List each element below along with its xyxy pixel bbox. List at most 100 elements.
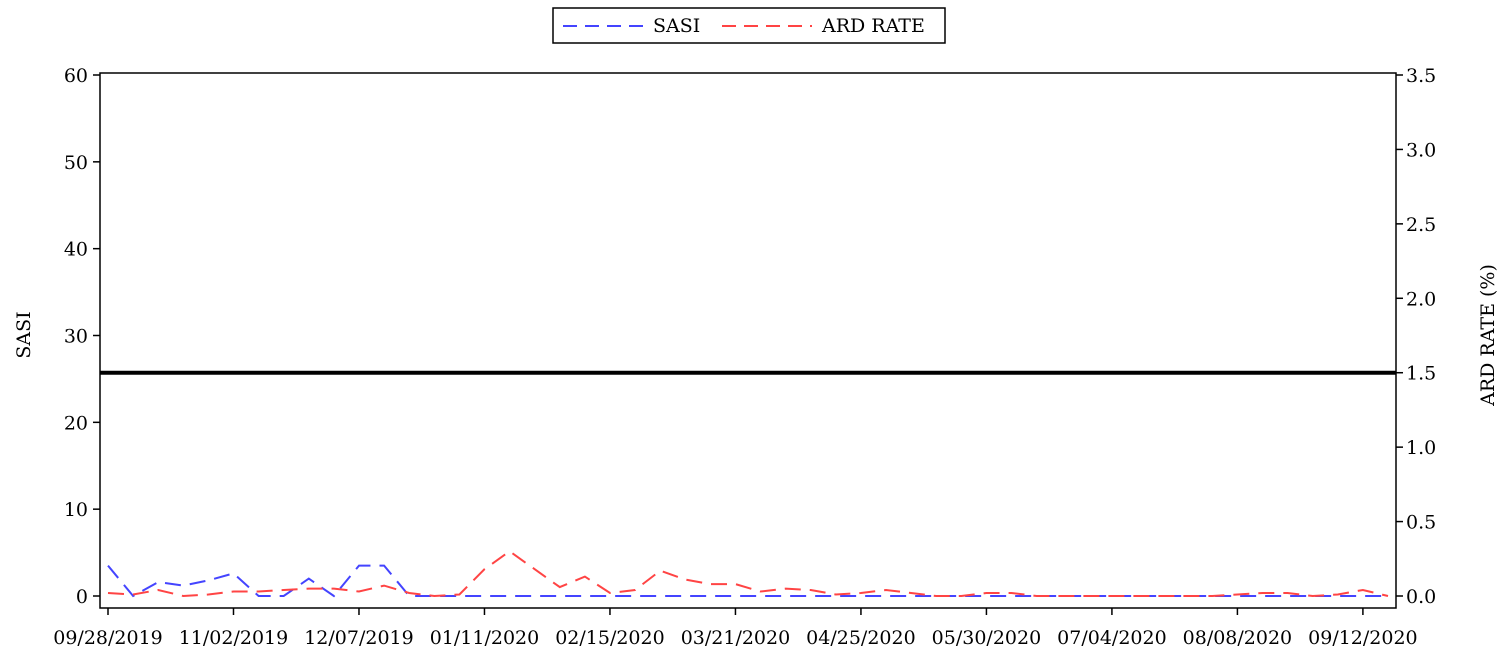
x-axis-tick-label: 08/08/2020 bbox=[1183, 627, 1293, 649]
data-point-ard-rate bbox=[1086, 595, 1088, 597]
data-point-sasi bbox=[860, 595, 862, 597]
x-axis-ticks: 09/28/2019 11/02/2019 12/07/2019 01/11/2020… bbox=[53, 608, 1418, 649]
data-point-sasi bbox=[157, 581, 159, 583]
right-axis-tick-label: 1.5 bbox=[1406, 363, 1436, 385]
x-axis-tick-label: 12/07/2019 bbox=[304, 627, 414, 649]
data-point-sasi bbox=[232, 572, 234, 574]
data-point-ard-rate bbox=[835, 593, 837, 595]
data-point-ard-rate bbox=[358, 590, 360, 592]
data-point-ard-rate bbox=[157, 589, 159, 591]
data-point-ard-rate bbox=[1035, 595, 1037, 597]
data-point-sasi bbox=[508, 595, 510, 597]
data-point-ard-rate bbox=[1261, 592, 1263, 594]
legend: SASI ARD RATE bbox=[552, 7, 946, 44]
right-axis-tick-label: 0.5 bbox=[1406, 512, 1436, 534]
data-point-sasi bbox=[885, 595, 887, 597]
data-point-sasi bbox=[182, 584, 184, 586]
data-point-sasi bbox=[333, 595, 335, 597]
data-point-ard-rate bbox=[1337, 593, 1339, 595]
data-point-sasi bbox=[1010, 595, 1012, 597]
data-point-ard-rate bbox=[1286, 592, 1288, 594]
right-axis-tick-label: 0.0 bbox=[1406, 586, 1436, 608]
data-point-sasi bbox=[383, 564, 385, 566]
data-point-ard-rate bbox=[784, 587, 786, 589]
data-point-ard-rate bbox=[960, 595, 962, 597]
data-point-ard-rate bbox=[508, 550, 510, 552]
data-point-ard-rate bbox=[257, 590, 259, 592]
data-point-sasi bbox=[107, 564, 109, 566]
data-point-ard-rate bbox=[1010, 592, 1012, 594]
data-point-sasi bbox=[207, 579, 209, 581]
data-point-ard-rate bbox=[734, 583, 736, 585]
data-point-ard-rate bbox=[935, 595, 937, 597]
left-axis-ticks: 0 10 20 30 40 50 60 bbox=[64, 65, 100, 608]
right-axis-tick-label: 2.0 bbox=[1406, 288, 1436, 310]
data-point-sasi bbox=[1261, 595, 1263, 597]
data-point-ard-rate bbox=[1111, 595, 1113, 597]
x-axis-tick-label: 01/11/2020 bbox=[430, 627, 540, 649]
data-point-sasi bbox=[659, 595, 661, 597]
data-point-ard-rate bbox=[283, 589, 285, 591]
data-point-sasi bbox=[759, 595, 761, 597]
data-point-ard-rate bbox=[910, 592, 912, 594]
data-point-ard-rate bbox=[132, 593, 134, 595]
data-point-sasi bbox=[1362, 595, 1364, 597]
data-point-sasi bbox=[1286, 595, 1288, 597]
data-point-ard-rate bbox=[207, 593, 209, 595]
data-point-ard-rate bbox=[659, 570, 661, 572]
x-axis-tick-label: 07/04/2020 bbox=[1057, 627, 1167, 649]
data-point-sasi bbox=[308, 577, 310, 579]
data-point-ard-rate bbox=[433, 595, 435, 597]
data-point-sasi bbox=[534, 595, 536, 597]
data-point-ard-rate bbox=[232, 590, 234, 592]
data-point-ard-rate bbox=[759, 590, 761, 592]
data-point-ard-rate bbox=[483, 568, 485, 570]
data-point-sasi bbox=[684, 595, 686, 597]
data-point-ard-rate bbox=[1136, 595, 1138, 597]
data-point-sasi bbox=[408, 595, 410, 597]
data-point-ard-rate bbox=[860, 592, 862, 594]
data-point-ard-rate bbox=[1312, 595, 1314, 597]
data-point-sasi bbox=[559, 595, 561, 597]
right-axis-tick-label: 2.5 bbox=[1406, 214, 1436, 236]
data-point-sasi bbox=[283, 595, 285, 597]
right-axis-tick-label: 1.0 bbox=[1406, 437, 1436, 459]
legend-label-ard-rate: ARD RATE bbox=[821, 15, 925, 37]
x-axis-tick-label: 11/02/2019 bbox=[179, 627, 289, 649]
series-line-sasi bbox=[107, 564, 1388, 598]
data-point-ard-rate bbox=[534, 568, 536, 570]
right-axis-title: ARD RATE (%) bbox=[1477, 264, 1499, 407]
data-point-ard-rate bbox=[1236, 593, 1238, 595]
data-point-ard-rate bbox=[1211, 595, 1213, 597]
data-point-sasi bbox=[910, 595, 912, 597]
data-point-ard-rate bbox=[1387, 595, 1389, 597]
x-axis-tick-label: 09/28/2019 bbox=[53, 627, 163, 649]
data-point-ard-rate bbox=[634, 589, 636, 591]
data-point-ard-rate bbox=[107, 592, 109, 594]
data-point-sasi bbox=[358, 564, 360, 566]
left-axis-tick-label: 60 bbox=[64, 65, 88, 87]
x-axis-tick-label: 03/21/2020 bbox=[681, 627, 791, 649]
data-point-ard-rate bbox=[559, 586, 561, 588]
data-point-ard-rate bbox=[458, 593, 460, 595]
data-point-ard-rate bbox=[609, 592, 611, 594]
left-axis-tick-label: 40 bbox=[64, 239, 88, 261]
data-point-ard-rate bbox=[408, 592, 410, 594]
data-point-ard-rate bbox=[383, 584, 385, 586]
data-point-sasi bbox=[257, 595, 259, 597]
right-axis-ticks: 0.0 0.5 1.0 1.5 2.0 2.5 3.0 3.5 bbox=[1396, 65, 1436, 608]
x-axis-tick-label: 02/15/2020 bbox=[555, 627, 665, 649]
data-point-sasi bbox=[709, 595, 711, 597]
data-point-sasi bbox=[985, 595, 987, 597]
x-axis-tick-label: 05/30/2020 bbox=[932, 627, 1042, 649]
data-point-sasi bbox=[634, 595, 636, 597]
series-line-ard-rate bbox=[107, 550, 1389, 598]
left-axis-tick-label: 50 bbox=[64, 152, 88, 174]
x-axis-tick-label: 09/12/2020 bbox=[1308, 627, 1418, 649]
data-point-ard-rate bbox=[810, 589, 812, 591]
data-point-ard-rate bbox=[182, 595, 184, 597]
series-layer bbox=[107, 550, 1389, 598]
data-point-sasi bbox=[483, 595, 485, 597]
